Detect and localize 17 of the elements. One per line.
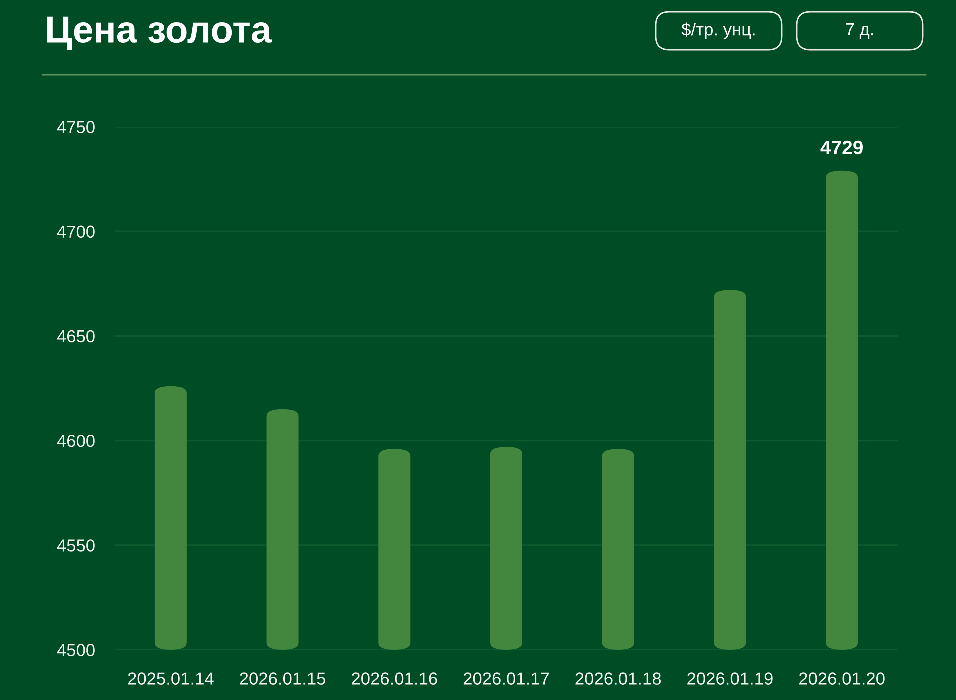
x-tick-label: 2026.01.16 [352, 672, 438, 685]
x-tick-label: 2026.01.17 [464, 672, 550, 685]
y-tick-label: 4600 [57, 434, 95, 448]
chart-title: Цена золота [48, 16, 272, 50]
x-tick-label: 2026.01.18 [576, 672, 662, 685]
x-tick-label: 2026.01.19 [688, 672, 773, 685]
x-tick-label: 2025.01.14 [128, 672, 214, 685]
text: 7 д. [846, 24, 874, 39]
y-tick-label: 4550 [57, 540, 95, 552]
data-label: 4729 [820, 140, 863, 155]
text: $/тр. унц. [682, 22, 755, 40]
y-tick-label: 4650 [57, 330, 95, 343]
x-tick-label: 2026.01.20 [800, 672, 885, 685]
x-tick-label: 2026.01.15 [240, 672, 326, 685]
y-tick-label: 4500 [57, 644, 95, 656]
y-tick-label: 4700 [57, 226, 95, 238]
y-tick-label: 4750 [57, 121, 95, 134]
